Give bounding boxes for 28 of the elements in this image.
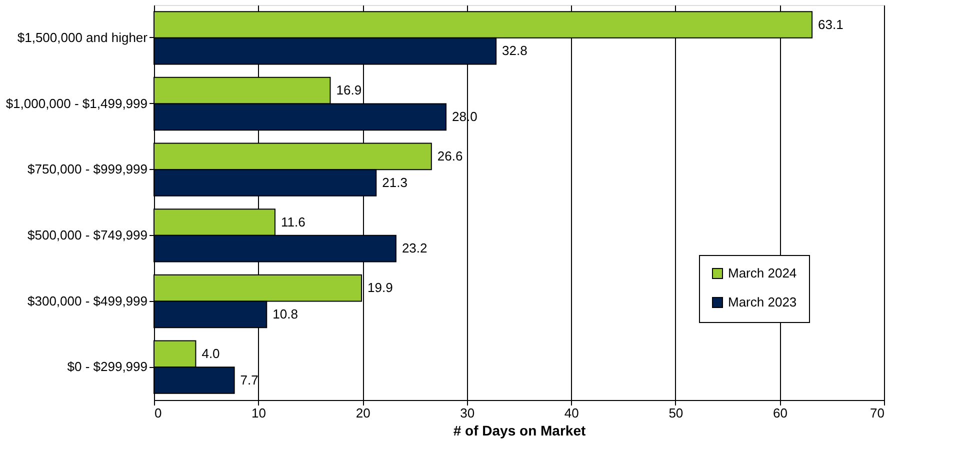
x-tick-label: 0 xyxy=(154,406,162,420)
data-label: 19.9 xyxy=(368,280,393,296)
legend-label: March 2023 xyxy=(728,294,797,310)
x-tick-label: 60 xyxy=(772,406,788,420)
data-label: 4.0 xyxy=(202,346,220,361)
data-label: 11.6 xyxy=(280,214,306,230)
x-tick-label: 30 xyxy=(460,406,475,420)
y-tick-label: $0 - $299,999 xyxy=(67,359,148,374)
y-tick-label: $300,000 - $499,999 xyxy=(28,293,148,308)
legend-label: March 2024 xyxy=(728,266,797,280)
y-tick-label: $750,000 - $999,999 xyxy=(28,162,148,177)
data-label: 10.8 xyxy=(272,306,298,322)
data-label: 63.1 xyxy=(818,16,844,32)
x-tick-label: 50 xyxy=(668,406,684,420)
x-tick-label: 10 xyxy=(252,406,266,420)
data-label: 21.3 xyxy=(382,174,408,190)
data-label: 23.2 xyxy=(402,240,428,256)
x-tick-label: 40 xyxy=(564,406,579,420)
y-tick-label: $500,000 - $749,999 xyxy=(28,227,148,242)
data-label: 7.7 xyxy=(240,372,258,388)
data-label: 26.6 xyxy=(437,148,463,164)
y-tick-label: $1,500,000 and higher xyxy=(17,30,148,45)
data-label: 16.9 xyxy=(336,82,362,98)
data-label: 32.8 xyxy=(502,43,528,58)
y-tick-label: $1,000,000 - $1,499,999 xyxy=(6,96,148,111)
x-tick-label: 20 xyxy=(356,406,370,420)
x-tick-label: 70 xyxy=(870,406,884,420)
x-axis-title: # of Days on Market xyxy=(453,422,586,438)
